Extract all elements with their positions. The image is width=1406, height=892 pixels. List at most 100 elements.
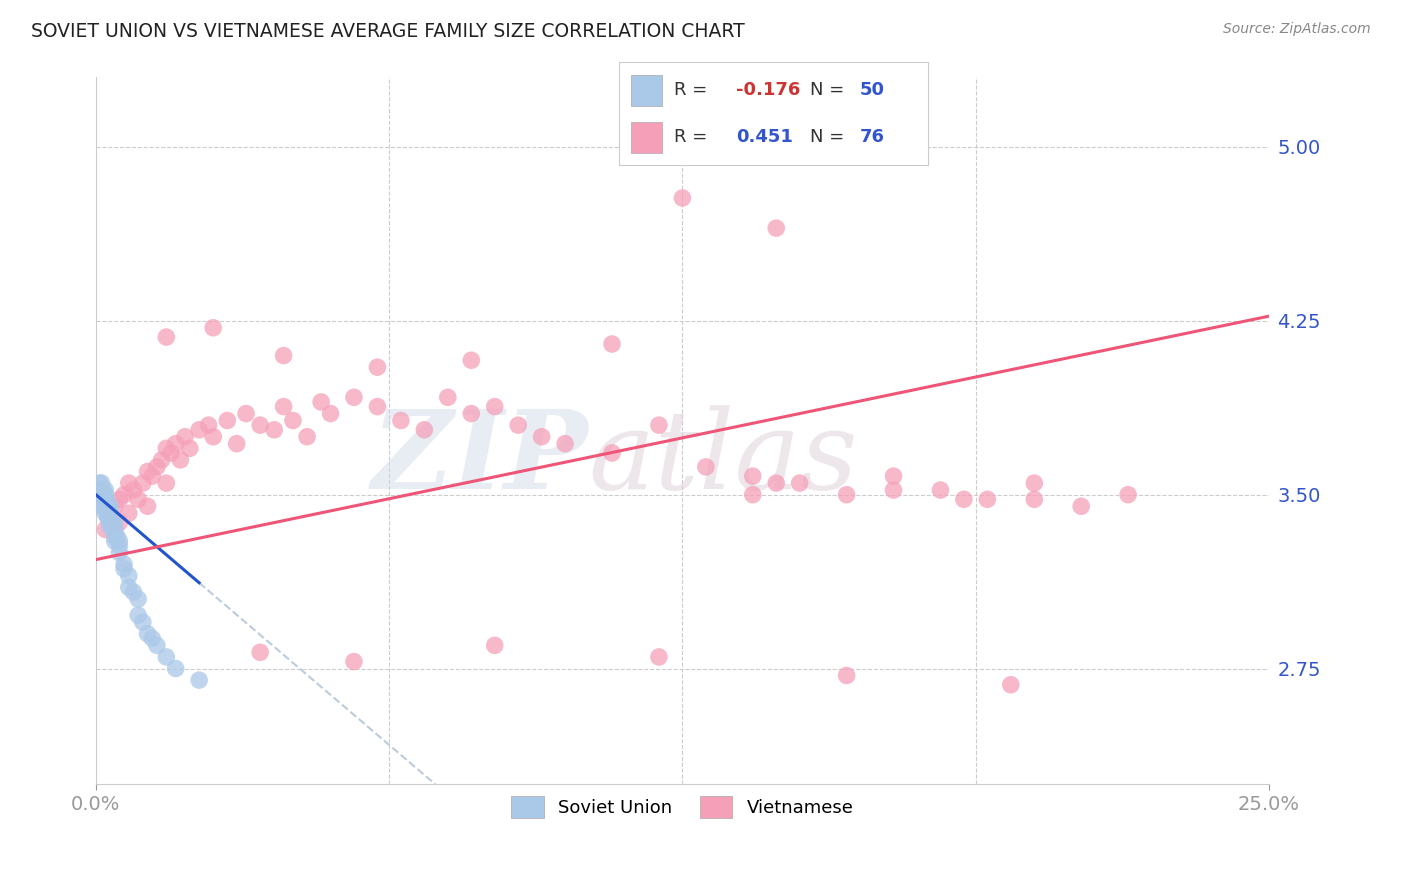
Point [91,492,114,507]
Point [174,430,197,444]
Point [389,413,412,427]
Point [165,436,187,450]
Point [741,488,763,502]
Text: ZIP: ZIP [373,406,589,513]
Point [118,581,141,595]
Point [413,423,436,437]
Text: 0.451: 0.451 [737,128,793,146]
Text: -0.176: -0.176 [737,81,800,99]
Point [94,488,117,502]
Point [741,469,763,483]
Point [165,661,187,675]
Point [112,558,135,572]
Point [89,476,111,491]
Point [600,446,623,460]
Point [90,492,112,507]
Point [132,615,155,629]
Point [98,500,121,514]
Point [91,483,114,497]
Point [108,534,131,549]
Point [146,459,169,474]
Point [460,407,482,421]
Point [179,442,201,456]
Point [146,638,169,652]
Point [108,546,131,560]
Point [97,506,120,520]
Point [127,492,149,507]
Point [105,529,128,543]
Point [97,511,120,525]
Point [94,500,117,514]
Point [141,632,163,646]
Point [883,483,905,497]
Bar [631,122,662,153]
Text: SOVIET UNION VS VIETNAMESE AVERAGE FAMILY SIZE CORRELATION CHART: SOVIET UNION VS VIETNAMESE AVERAGE FAMIL… [31,22,745,41]
Point [835,488,858,502]
Point [319,407,342,421]
Point [94,497,117,511]
Point [953,492,976,507]
Point [112,488,135,502]
Point [136,626,159,640]
Point [217,413,239,427]
Point [295,430,318,444]
Point [263,423,285,437]
Point [122,585,145,599]
Point [132,476,155,491]
Point [765,221,787,235]
Point [155,476,177,491]
Point [273,349,295,363]
Point [648,418,671,433]
Point [108,516,131,530]
Point [883,469,905,483]
Point [94,523,117,537]
Text: 76: 76 [860,128,884,146]
Point [530,430,553,444]
Point [1000,678,1022,692]
Point [93,488,115,502]
Point [101,516,124,530]
Point [87,488,110,502]
Point [1024,492,1046,507]
Point [150,453,173,467]
Point [108,492,131,507]
Point [91,497,114,511]
Text: 50: 50 [860,81,884,99]
Point [141,469,163,483]
Point [765,476,787,491]
Point [104,523,127,537]
Point [188,423,211,437]
Point [155,649,177,664]
Point [108,539,131,553]
Point [1116,488,1139,502]
Point [695,459,717,474]
Point [249,418,271,433]
Point [484,400,506,414]
Point [929,483,952,497]
Point [127,592,149,607]
Point [554,436,576,450]
Point [98,511,121,525]
Point [789,476,811,491]
Point [104,500,127,514]
Point [98,501,121,516]
Point [484,638,506,652]
Point [104,529,127,543]
Point [122,483,145,497]
Point [343,390,366,404]
Point [169,453,191,467]
Point [90,476,112,491]
Text: R =: R = [675,81,713,99]
Point [127,608,149,623]
Point [273,400,295,414]
Legend: Soviet Union, Vietnamese: Soviet Union, Vietnamese [505,789,860,825]
Point [98,506,121,520]
Point [600,337,623,351]
Point [188,673,211,687]
Point [98,516,121,530]
Text: N =: N = [810,128,851,146]
Point [225,436,247,450]
Point [98,511,121,525]
Point [343,655,366,669]
Point [94,506,117,520]
